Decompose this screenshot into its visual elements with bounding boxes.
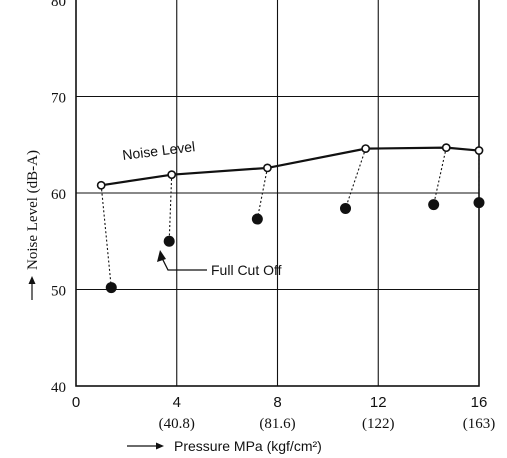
- noise-level-series-label: Noise Level: [121, 138, 196, 163]
- y-tick-label-50: 50: [51, 284, 66, 300]
- x-tick-labels: 0 4 8 12 16 (40.8) (81.6) (122) (163): [72, 394, 495, 432]
- plot-frame: [75, 0, 480, 387]
- full-cut-off-point-1: [163, 235, 175, 247]
- noise-level-point-2: [263, 163, 272, 173]
- noise-level-point-5: [474, 146, 484, 155]
- full-cut-off-label: Full Cut Off: [211, 262, 282, 278]
- x-tick-label-12: 12: [370, 394, 387, 411]
- full-cut-off-point-4: [428, 199, 440, 211]
- x-axis-label: Pressure MPa (kgf/cm²): [174, 438, 322, 454]
- x-tick-secondary-12: (122): [362, 416, 395, 432]
- full-cut-off-leader: [161, 257, 207, 271]
- noise-level-point-4: [441, 143, 451, 153]
- connector-1: [168, 174, 173, 242]
- plot-border: [75, 0, 480, 387]
- connector-2: [256, 167, 268, 220]
- y-tick-label-40: 40: [51, 380, 66, 396]
- x-tick-label-8: 8: [273, 394, 281, 411]
- x-tick-label-4: 4: [173, 394, 181, 411]
- noise-level-line: [101, 146, 480, 187]
- x-tick-secondary-16: (163): [463, 416, 496, 432]
- data-series: [96, 143, 485, 294]
- full-cut-off-point-2: [251, 213, 263, 225]
- full-cut-off-point-0: [105, 282, 117, 294]
- connector-4: [433, 147, 447, 205]
- full-cut-off-arrowhead: [157, 250, 166, 262]
- y-axis-label: Noise Level (dB-A): [25, 150, 41, 270]
- connector-3: [344, 148, 367, 209]
- cut-off-connectors: [100, 147, 480, 288]
- y-tick-labels: 40 50 60 70 80: [51, 0, 66, 396]
- noise-level-point-3: [361, 144, 371, 154]
- y-tick-label-60: 60: [51, 187, 66, 203]
- y-tick-label-80: 80: [51, 0, 66, 10]
- connector-0: [100, 185, 112, 288]
- x-tick-secondary-8: (81.6): [259, 416, 295, 432]
- full-cut-off-point-5: [473, 197, 485, 209]
- x-tick-label-16: 16: [471, 394, 488, 411]
- x-tick-label-0: 0: [72, 394, 80, 411]
- y-tick-label-70: 70: [51, 91, 66, 107]
- x-tick-secondary-4: (40.8): [159, 416, 195, 432]
- x-axis-arrow-head: [156, 442, 164, 450]
- full-cut-off-point-3: [340, 202, 352, 214]
- noise-level-point-0: [96, 180, 106, 190]
- grid-lines: [76, 0, 479, 386]
- noise-level-point-1: [167, 170, 177, 180]
- y-axis-arrow-head: [28, 276, 36, 284]
